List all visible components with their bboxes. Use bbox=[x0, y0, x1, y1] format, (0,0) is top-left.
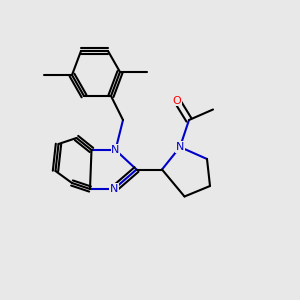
Text: N: N bbox=[176, 142, 184, 152]
Text: N: N bbox=[111, 145, 120, 155]
Text: O: O bbox=[172, 95, 182, 106]
Text: N: N bbox=[110, 184, 118, 194]
